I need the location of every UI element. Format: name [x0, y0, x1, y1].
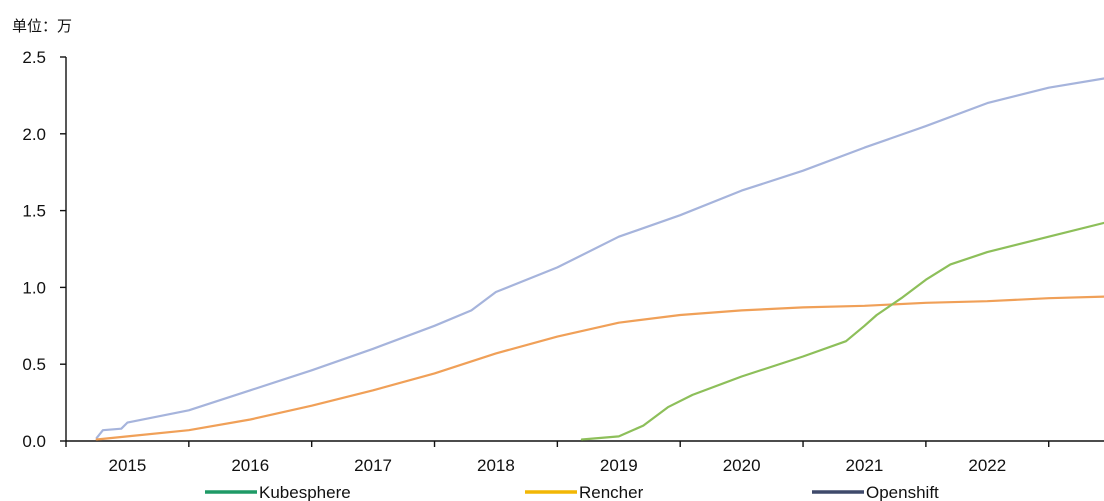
- series-line-kubesphere: [580, 221, 1104, 441]
- x-tick-label: 2017: [354, 456, 392, 475]
- x-ticks: 2015 2016 2017 2018 2019 2020 2021 2022: [65, 441, 1050, 475]
- y-tick-label: 0.0: [22, 432, 46, 451]
- y-tick-label: 2.0: [22, 125, 46, 144]
- y-tick-label: 1.5: [22, 202, 46, 221]
- y-ticks: 0.0 0.5 1.0 1.5 2.0 2.5: [22, 48, 66, 451]
- x-tick-label: 2020: [723, 456, 761, 475]
- y-tick-label: 2.5: [22, 48, 46, 67]
- y-tick-label: 0.5: [22, 355, 46, 374]
- legend-label: Openshift: [866, 483, 939, 501]
- x-tick-label: 2021: [846, 456, 884, 475]
- series-layer: [95, 77, 1104, 441]
- x-tick-label: 2018: [477, 456, 515, 475]
- legend-label: Kubesphere: [259, 483, 351, 501]
- x-tick-label: 2019: [600, 456, 638, 475]
- y-tick-label: 1.0: [22, 278, 46, 297]
- series-line-openshift: [95, 77, 1104, 439]
- series-line-rencher: [95, 295, 1104, 441]
- x-tick-label: 2022: [968, 456, 1006, 475]
- unit-label: 单位：万: [12, 17, 72, 35]
- legend-label: Rencher: [579, 483, 644, 501]
- x-tick-label: 2015: [109, 456, 147, 475]
- x-tick-label: 2016: [231, 456, 269, 475]
- legend: Kubesphere Rencher Openshift: [205, 483, 939, 501]
